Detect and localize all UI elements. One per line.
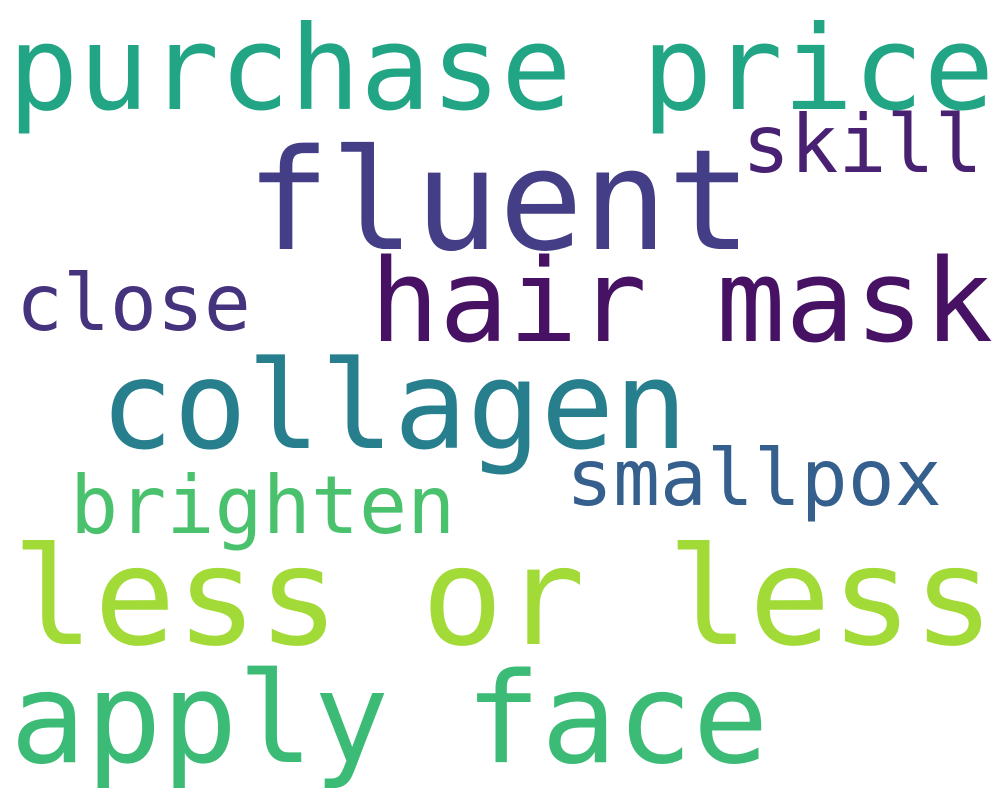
word-less-or-less: less or less	[12, 519, 995, 677]
word-purchase-price: purchase price	[8, 0, 995, 137]
word-skill: skill	[742, 98, 983, 191]
word-fluent: fluent	[246, 120, 752, 283]
word-brighten: brighten	[70, 459, 456, 552]
word-close: close	[16, 259, 251, 349]
word-hair-mask: hair mask	[370, 235, 994, 369]
word-smallpox: smallpox	[566, 434, 942, 524]
word-collagen: collagen	[100, 335, 688, 477]
word-apply-face: apply face	[10, 645, 769, 792]
